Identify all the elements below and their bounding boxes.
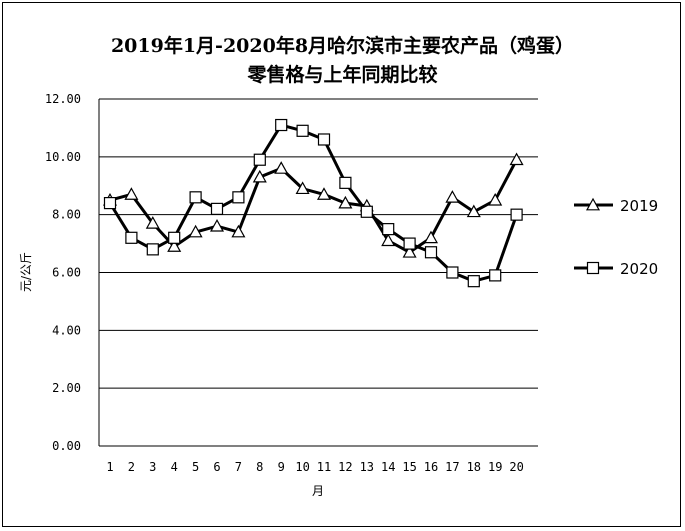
data-point-2020 <box>317 133 331 146</box>
x-tick-label: 12 <box>338 460 352 474</box>
y-axis-label: 元/公斤 <box>19 252 33 292</box>
data-point-2020 <box>510 208 523 221</box>
data-point-2019 <box>381 233 396 247</box>
x-tick-label: 20 <box>509 460 523 474</box>
data-point-2019 <box>466 204 481 218</box>
legend-label: 2019 <box>620 197 658 215</box>
data-point-2020 <box>168 231 181 244</box>
data-point-2020 <box>489 269 502 282</box>
y-tick-label: 10.00 <box>45 150 81 164</box>
data-point-2020 <box>360 205 373 218</box>
data-point-2020 <box>424 246 438 259</box>
data-point-2019 <box>338 195 353 209</box>
data-point-2020 <box>275 118 288 132</box>
y-tick-label: 2.00 <box>52 381 81 395</box>
data-point-2020 <box>339 176 352 189</box>
x-tick-label: 4 <box>171 460 178 474</box>
data-point-2020 <box>446 266 459 279</box>
data-point-2019 <box>295 181 310 195</box>
x-tick-label: 1 <box>106 460 113 474</box>
x-tick-label: 14 <box>381 460 395 474</box>
data-point-2019 <box>402 245 417 258</box>
data-point-2019 <box>209 218 225 232</box>
legend-marker <box>585 197 601 211</box>
data-point-2019 <box>252 169 267 183</box>
data-point-2019 <box>509 152 524 166</box>
x-tick-label: 13 <box>360 460 374 474</box>
x-tick-label: 16 <box>424 460 438 474</box>
x-tick-label: 17 <box>445 460 459 474</box>
data-point-2020 <box>382 223 395 236</box>
grid-layer <box>99 98 538 447</box>
data-point-2019 <box>145 216 160 229</box>
x-tick-label: 8 <box>256 460 263 474</box>
x-tick-label: 2 <box>128 460 135 474</box>
data-point-2020 <box>210 202 224 215</box>
x-tick-label: 19 <box>488 460 502 474</box>
data-point-2019 <box>445 190 460 203</box>
data-point-2019 <box>231 224 246 238</box>
y-tick-label: 6.00 <box>52 266 81 280</box>
data-point-2020 <box>403 237 416 250</box>
y-tick-label: 0.00 <box>52 439 81 453</box>
data-point-2020 <box>125 231 138 244</box>
chart-title-line1: 2019年1月-2020年8月哈尔滨市主要农产品（鸡蛋） <box>110 35 575 57</box>
data-point-2020 <box>296 124 309 137</box>
x-tick-label: 5 <box>192 460 199 474</box>
series-line-2019 <box>109 159 518 254</box>
x-tick-label: 18 <box>467 460 481 474</box>
data-point-2020 <box>146 243 159 256</box>
y-tick-label: 8.00 <box>52 208 81 222</box>
x-tick-label: 10 <box>295 460 309 474</box>
data-point-2019 <box>316 187 332 200</box>
data-point-2019 <box>488 192 503 206</box>
data-point-2020 <box>232 191 245 204</box>
data-point-2020 <box>103 197 117 210</box>
x-tick-label: 15 <box>402 460 416 474</box>
data-point-2019 <box>167 239 182 252</box>
x-tick-label: 3 <box>149 460 156 474</box>
data-point-2020 <box>253 153 266 166</box>
series-layer <box>102 118 524 288</box>
y-tick-label: 4.00 <box>52 323 81 337</box>
data-point-2019 <box>423 230 439 244</box>
y-tick-label: 12.00 <box>45 92 81 106</box>
data-point-2019 <box>274 161 289 174</box>
legend: 2019 2020 <box>574 197 658 278</box>
chart-title-line2: 零售格与上年同期比较 <box>247 64 438 86</box>
legend-marker <box>586 261 600 275</box>
data-point-2020 <box>467 275 480 288</box>
x-tick-label: 9 <box>278 460 285 474</box>
x-tick-label: 6 <box>213 460 220 474</box>
data-point-2019 <box>188 224 203 238</box>
x-tick-label: 11 <box>317 460 331 474</box>
x-tick-label: 7 <box>235 460 242 474</box>
data-point-2019 <box>124 187 139 200</box>
series-line-2020 <box>108 123 519 283</box>
data-point-2020 <box>189 191 202 204</box>
x-axis-label: 月 <box>312 484 324 498</box>
legend-label: 2020 <box>620 260 658 278</box>
